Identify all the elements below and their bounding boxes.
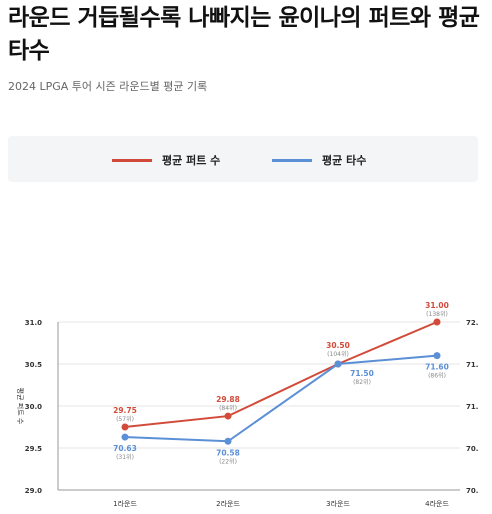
legend-label-score: 평균 타수: [322, 154, 367, 167]
rank-label-score: (22위): [219, 457, 237, 465]
data-label-putts: 29.88: [216, 395, 240, 404]
line-chart: 29.0 29.5 30.0 30.5 31.0 70. 70. 71. 71. 72. 평균 퍼트…: [16, 301, 478, 508]
data-label-putts: 29.75: [113, 406, 137, 415]
rank-label-putts: (138위): [426, 310, 448, 318]
y-left-tick-label: 29.0: [25, 487, 42, 495]
legend-item-score: 평균 타수: [272, 152, 366, 168]
legend-item-putts: 평균 퍼트 수: [112, 152, 220, 168]
series-line-putts: [124, 321, 438, 428]
rank-label-score: (86위): [428, 372, 446, 380]
data-label-putts: 30.50: [326, 341, 350, 350]
rank-label-score: (82위): [353, 378, 371, 386]
x-tick-label: 4라운드: [425, 499, 449, 508]
data-point-score: [334, 360, 342, 368]
data-point-score: [121, 433, 129, 441]
y-right-tick-label: 71.: [466, 361, 478, 369]
data-point-putts: [433, 318, 441, 326]
data-label-score: 71.50: [350, 369, 374, 378]
data-label-score: 71.60: [425, 363, 449, 372]
y-left-tick-label: 30.0: [25, 403, 42, 411]
legend-label-putts: 평균 퍼트 수: [162, 154, 221, 167]
data-point-putts: [121, 423, 129, 431]
x-tick-label: 3라운드: [326, 499, 350, 508]
chart-legend: 평균 퍼트 수 평균 타수: [8, 136, 478, 182]
page-subtitle: 2024 LPGA 투어 시즌 라운드별 평균 기록: [8, 80, 208, 93]
rank-label-putts: (104위): [327, 350, 349, 358]
y-right-tick-label: 71.: [466, 403, 478, 411]
rank-label-score: (31위): [116, 453, 134, 461]
data-point-putts: [224, 412, 232, 420]
rank-label-putts: (84위): [219, 404, 237, 412]
y-right-tick-label: 70.: [466, 445, 478, 453]
page-title: 라운드 거듭될수록 나빠지는 윤이나의 퍼트와 평균타수: [8, 5, 480, 64]
series-line-score: [124, 354, 438, 443]
data-label-score: 70.63: [113, 444, 137, 453]
data-point-score: [224, 437, 232, 445]
legend-swatch-putts: [112, 158, 152, 162]
data-point-score: [433, 352, 441, 360]
y-left-tick-label: 29.5: [25, 445, 42, 453]
y-left-tick-label: 31.0: [25, 319, 42, 327]
x-tick-label: 1라운드: [113, 499, 137, 508]
x-tick-label: 2라운드: [216, 499, 240, 508]
rank-label-putts: (57위): [116, 415, 134, 423]
legend-swatch-score: [272, 158, 312, 162]
data-label-score: 70.58: [216, 448, 240, 457]
y-right-tick-label: 70.: [466, 487, 478, 495]
data-label-putts: 31.00: [425, 301, 449, 310]
y-right-tick-label: 72.: [466, 319, 478, 327]
y-axis-title: 평균 퍼트 수: [16, 388, 25, 425]
y-left-tick-label: 30.5: [25, 361, 42, 369]
